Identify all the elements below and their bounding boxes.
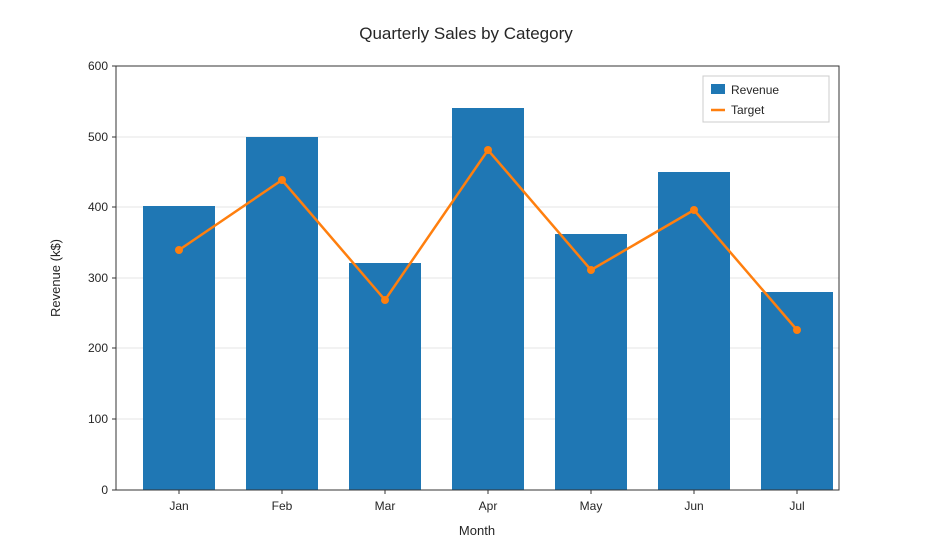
svg-text:Feb: Feb xyxy=(272,499,293,513)
svg-text:100: 100 xyxy=(88,412,108,426)
svg-text:Mar: Mar xyxy=(375,499,396,513)
svg-text:500: 500 xyxy=(88,130,108,144)
svg-text:300: 300 xyxy=(88,271,108,285)
svg-text:200: 200 xyxy=(88,341,108,355)
svg-text:Jan: Jan xyxy=(169,499,188,513)
svg-text:Target: Target xyxy=(731,103,765,117)
svg-text:Apr: Apr xyxy=(479,499,498,513)
svg-text:Month: Month xyxy=(459,523,495,538)
svg-text:Jun: Jun xyxy=(684,499,703,513)
svg-text:Revenue (k$): Revenue (k$) xyxy=(48,239,63,317)
svg-text:Jul: Jul xyxy=(789,499,804,513)
svg-text:Revenue: Revenue xyxy=(731,83,779,97)
svg-text:May: May xyxy=(580,499,603,513)
svg-text:0: 0 xyxy=(101,483,108,497)
svg-text:400: 400 xyxy=(88,200,108,214)
svg-text:600: 600 xyxy=(88,59,108,73)
